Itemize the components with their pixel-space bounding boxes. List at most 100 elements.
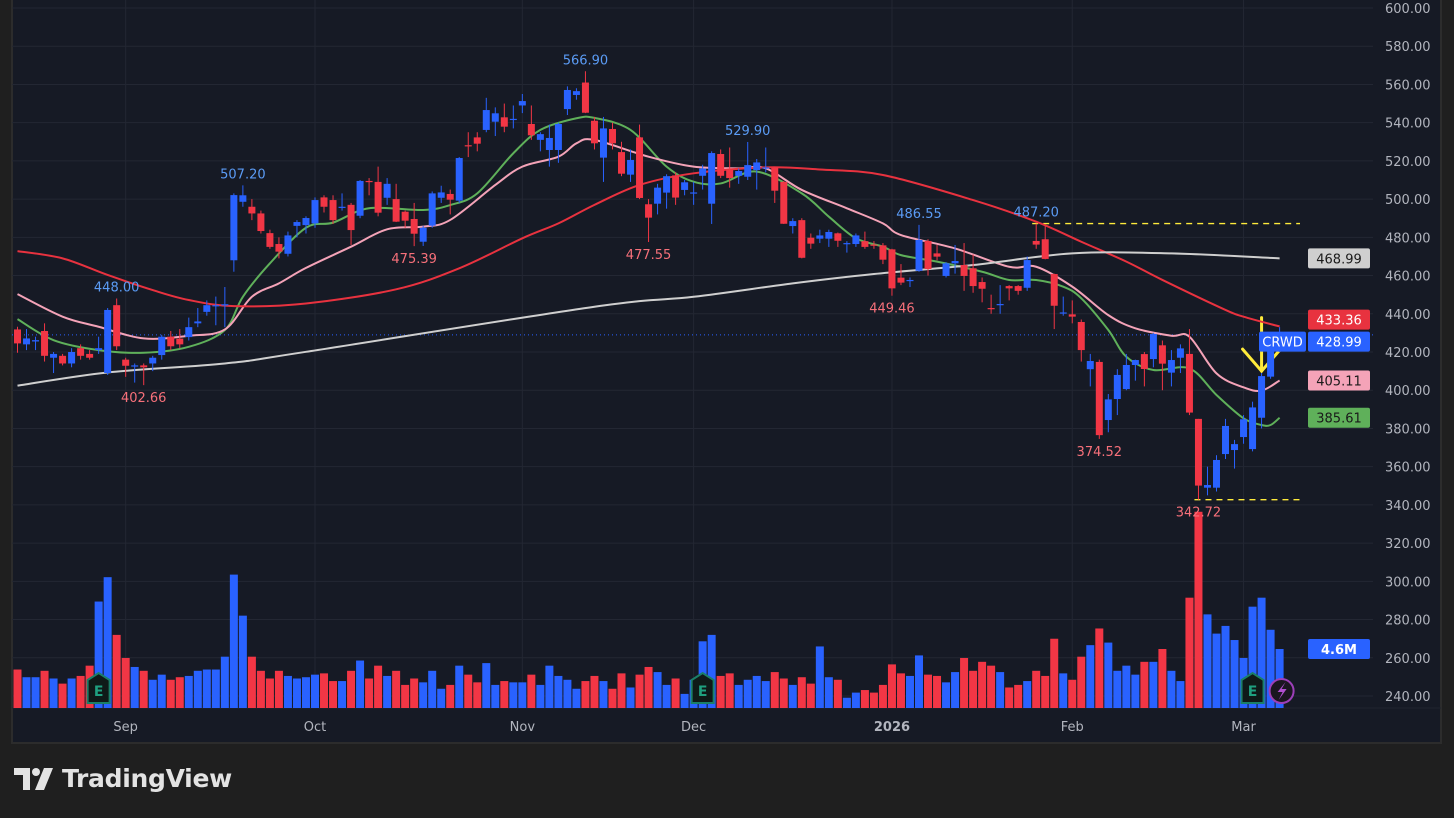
candle[interactable] xyxy=(491,107,499,137)
candle[interactable] xyxy=(230,193,238,272)
candle[interactable] xyxy=(554,122,562,163)
candle[interactable] xyxy=(77,344,85,360)
candle[interactable] xyxy=(122,357,130,377)
candle[interactable] xyxy=(158,334,166,360)
candle[interactable] xyxy=(140,363,148,386)
candle[interactable] xyxy=(654,183,662,215)
candle[interactable] xyxy=(1131,359,1139,381)
candle[interactable] xyxy=(392,183,400,223)
candle[interactable] xyxy=(789,218,797,234)
candle[interactable] xyxy=(807,233,815,249)
candle[interactable] xyxy=(572,88,580,100)
candle[interactable] xyxy=(482,97,490,133)
candle[interactable] xyxy=(104,308,112,375)
candle[interactable] xyxy=(14,326,21,353)
candle[interactable] xyxy=(1068,300,1076,324)
candle[interactable] xyxy=(536,132,544,152)
candle[interactable] xyxy=(428,191,436,228)
candle[interactable] xyxy=(1077,319,1085,362)
candle[interactable] xyxy=(1167,350,1175,387)
candle[interactable] xyxy=(248,199,256,221)
candle[interactable] xyxy=(599,116,607,182)
candle[interactable] xyxy=(518,94,526,114)
moving-average-line[interactable] xyxy=(17,251,1280,387)
lightning-icon[interactable] xyxy=(1268,678,1295,704)
candle[interactable] xyxy=(329,195,337,224)
candle[interactable] xyxy=(1104,394,1112,433)
candle[interactable] xyxy=(545,124,553,167)
candle[interactable] xyxy=(933,244,941,261)
tradingview-logo[interactable]: TradingView xyxy=(14,764,232,793)
candle[interactable] xyxy=(960,243,968,291)
candle[interactable] xyxy=(239,185,247,207)
candle[interactable] xyxy=(1185,329,1193,416)
candle[interactable] xyxy=(1014,285,1022,295)
candle[interactable] xyxy=(383,178,391,205)
candle[interactable] xyxy=(473,132,481,152)
candle[interactable] xyxy=(1258,373,1266,429)
candle[interactable] xyxy=(1050,273,1058,330)
candle[interactable] xyxy=(131,363,139,383)
candle[interactable] xyxy=(311,197,319,228)
candle[interactable] xyxy=(834,232,842,247)
candle[interactable] xyxy=(951,244,959,274)
candle[interactable] xyxy=(32,336,40,351)
candle[interactable] xyxy=(771,166,779,203)
candle[interactable] xyxy=(320,195,328,213)
candle[interactable] xyxy=(275,237,283,259)
candle[interactable] xyxy=(708,151,716,224)
candle[interactable] xyxy=(509,105,517,129)
candle[interactable] xyxy=(374,166,382,217)
candle[interactable] xyxy=(86,350,94,360)
candle[interactable] xyxy=(825,229,833,247)
candle[interactable] xyxy=(1176,344,1184,374)
candle[interactable] xyxy=(41,323,49,362)
candle[interactable] xyxy=(410,202,418,247)
earnings-icon[interactable]: E xyxy=(86,671,111,704)
candle[interactable] xyxy=(942,262,950,278)
candle[interactable] xyxy=(1041,225,1049,260)
candle[interactable] xyxy=(464,132,472,158)
candle[interactable] xyxy=(717,149,725,179)
candle[interactable] xyxy=(419,225,427,246)
candle[interactable] xyxy=(113,298,121,351)
candle[interactable] xyxy=(645,199,653,243)
candle[interactable] xyxy=(446,189,454,215)
price-axis[interactable]: 600.00 580.00 560.00 540.00 520.00 500.00 480.… xyxy=(1385,2,1431,705)
candle[interactable] xyxy=(870,241,878,249)
candle[interactable] xyxy=(1158,340,1166,391)
earnings-icon[interactable]: E xyxy=(1240,671,1265,704)
candle[interactable] xyxy=(753,158,761,190)
candle[interactable] xyxy=(1095,359,1103,439)
candle[interactable] xyxy=(437,185,445,203)
candle[interactable] xyxy=(681,180,689,196)
candles[interactable] xyxy=(14,71,1284,500)
candle[interactable] xyxy=(608,122,616,150)
candle[interactable] xyxy=(978,277,986,303)
candle[interactable] xyxy=(735,168,743,184)
candle[interactable] xyxy=(852,233,860,247)
candle[interactable] xyxy=(915,224,923,272)
candle[interactable] xyxy=(663,174,671,209)
candle[interactable] xyxy=(969,254,977,293)
candle[interactable] xyxy=(888,248,896,296)
candle[interactable] xyxy=(1113,369,1121,416)
candle[interactable] xyxy=(1194,418,1202,500)
candle[interactable] xyxy=(167,330,175,351)
candle[interactable] xyxy=(176,329,184,349)
candle[interactable] xyxy=(338,193,346,211)
candle[interactable] xyxy=(1149,332,1157,368)
candle[interactable] xyxy=(257,210,265,234)
candle[interactable] xyxy=(699,164,707,190)
candle[interactable] xyxy=(1122,353,1130,391)
earnings-icon[interactable]: E xyxy=(690,671,715,704)
candle[interactable] xyxy=(527,105,535,140)
candle[interactable] xyxy=(221,287,229,328)
candle[interactable] xyxy=(68,348,76,368)
candle[interactable] xyxy=(987,294,995,314)
moving-average-line[interactable] xyxy=(17,138,1281,392)
candle[interactable] xyxy=(401,210,409,228)
candle[interactable] xyxy=(563,86,571,116)
